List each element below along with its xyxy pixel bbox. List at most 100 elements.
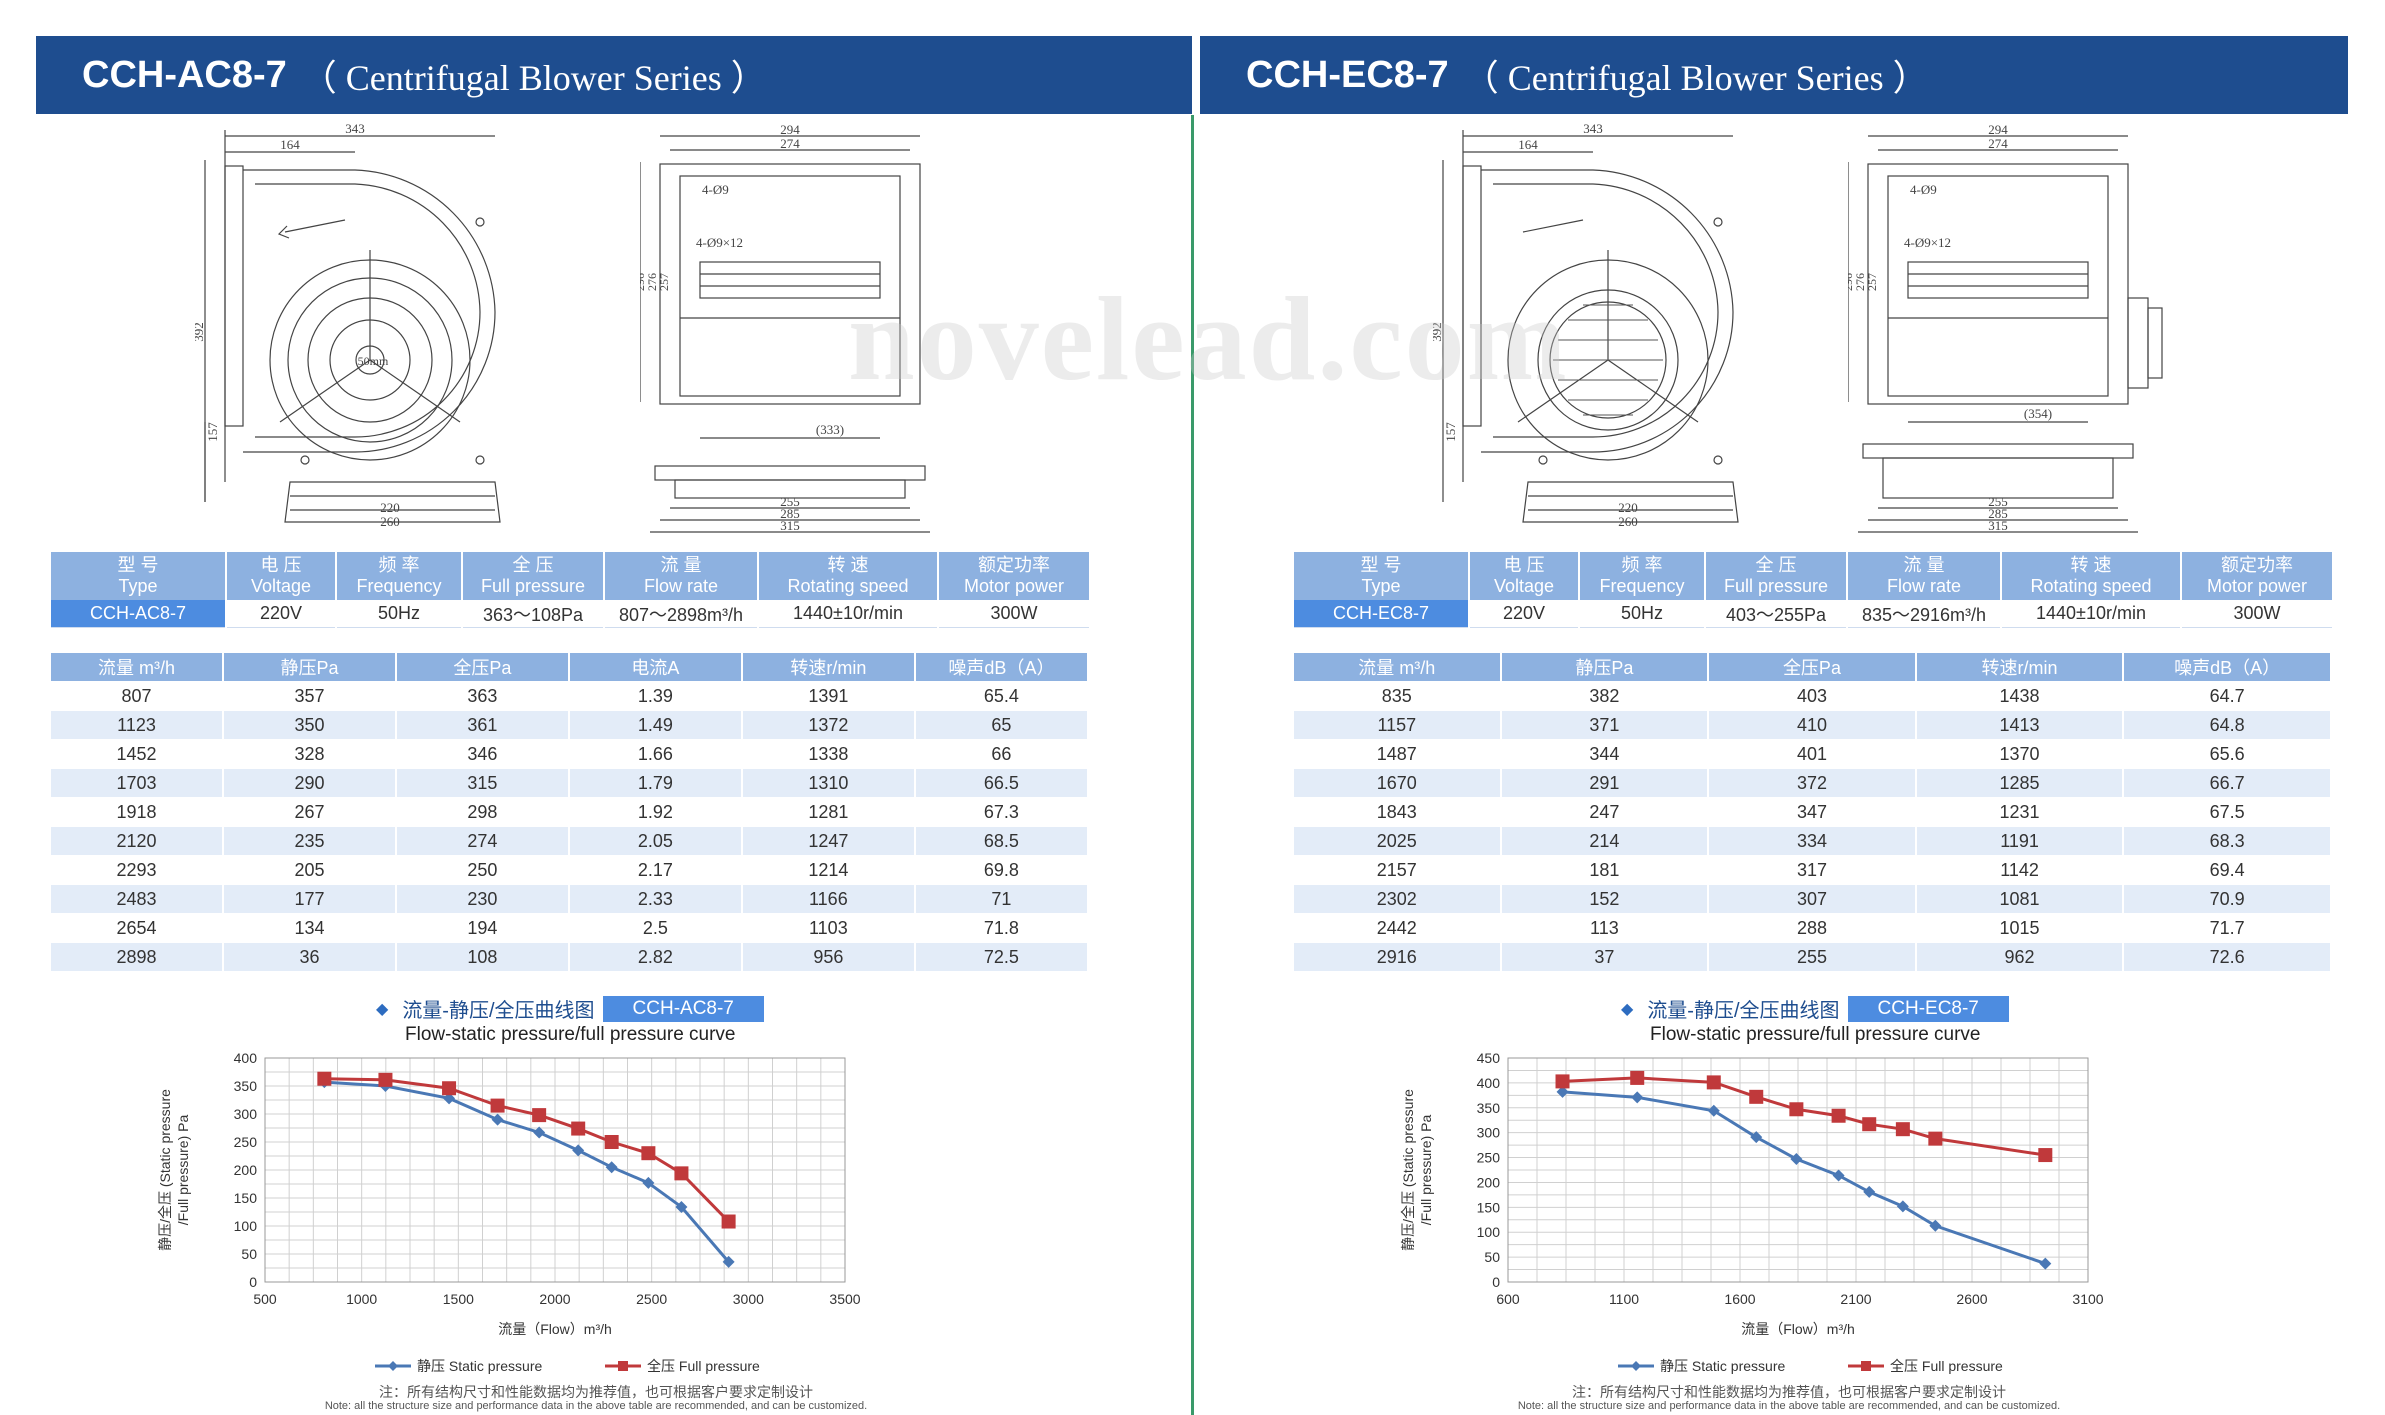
dim-260: 260: [380, 514, 400, 529]
perf-header: 噪声dB（A）: [2124, 653, 2330, 681]
data-point: [1928, 1131, 1943, 1146]
plot-frame: [1507, 1057, 2089, 1283]
table-cell: 2654: [51, 914, 223, 942]
x-tick-label: 1100: [1609, 1291, 1639, 1307]
center-label: 50mm: [358, 354, 389, 368]
x-tick-label: 2100: [1840, 1291, 1871, 1307]
drawing-side-left: 343 164 392 157 220 260 50mm: [191, 121, 535, 542]
table-cell: 1103: [742, 914, 914, 942]
y-tick-label: 50: [241, 1246, 257, 1262]
table-cell: 66.5: [915, 769, 1087, 797]
table-cell: 315: [396, 769, 568, 797]
table-cell: 1214: [742, 856, 914, 884]
table-cell: 1843: [1294, 798, 1500, 826]
chart-left: 500 1000 1500 2000 2500 3000 3500 0 50 100 150 200 2…: [150, 1046, 1010, 1381]
y-tick-label: 450: [1477, 1050, 1501, 1066]
spec-header-frequency: 频 率 Frequency: [1580, 552, 1704, 600]
table-cell: 346: [396, 740, 568, 768]
table-cell: 1703: [51, 769, 223, 797]
data-point: [490, 1098, 505, 1113]
table-cell: 807: [51, 682, 223, 710]
y-tick-label: 350: [1477, 1100, 1501, 1116]
perf-table-left: 流量 m³/h 静压Pa 全压Pa 电流A 转速r/min 噪声dB（A） 80…: [49, 652, 1089, 972]
panel-right: 343 164 392 157 220 260: [1193, 0, 2385, 1415]
blower-front-view-ec: 294 274 4-Ø9 4-Ø9×12 296 276 257 (354) 2…: [1841, 122, 2163, 533]
table-cell: 2916: [1294, 943, 1500, 971]
x-tick-label: 3000: [733, 1291, 764, 1307]
perf-header: 全压Pa: [1709, 653, 1915, 681]
header-model-left: CCH-AC8-7: [82, 53, 287, 96]
table-cell: 65.4: [915, 682, 1087, 710]
table-cell: 69.4: [2124, 856, 2330, 884]
spec-table-left: 型 号 Type 电 压 Voltage 频 率 Frequency 全 压 Full …: [49, 552, 1091, 628]
dim-220: 220: [1618, 500, 1638, 515]
table-cell: 382: [1501, 682, 1708, 710]
table-row: 2483 177 230 2.33 1166 71: [51, 885, 1087, 913]
table-cell: 64.8: [2124, 711, 2330, 739]
spec-table-right: 型 号 Type 电 压 Voltage 频 率 Frequency 全 压 Full …: [1292, 552, 2334, 628]
dim-354: (354): [2024, 406, 2052, 421]
dim-255: 255: [1988, 494, 2008, 509]
note-cn-right: 注：所有结构尺寸和性能数据均为推荐值，也可根据客户要求定制设计: [1572, 1384, 2006, 1400]
y-tick-label: 0: [249, 1274, 257, 1290]
table-cell: 2483: [51, 885, 223, 913]
legend-label: 全压 Full pressure: [1890, 1358, 2003, 1374]
y-tick-label: 400: [234, 1050, 258, 1066]
table-cell: 288: [1709, 914, 1915, 942]
spec-header-voltage: 电 压 Voltage: [1470, 552, 1578, 600]
data-point: [2038, 1148, 2053, 1163]
table-row: 2442 113 288 1015 71.7: [1294, 914, 2330, 942]
table-row: 2302 152 307 1081 70.9: [1294, 885, 2330, 913]
dim-333: (333): [816, 422, 844, 437]
legend-label: 静压 Static pressure: [417, 1358, 542, 1374]
drawing-front-left: 294 274 4-Ø9 4-Ø9×12 296 276 257 (333) 2…: [633, 122, 940, 542]
table-cell: 2.05: [569, 827, 741, 855]
note-en-left: Note: all the structure size and perform…: [324, 1400, 868, 1412]
table-cell: 68.5: [915, 827, 1087, 855]
dim-315: 315: [1988, 518, 2008, 533]
dim-276: 276: [1853, 273, 1867, 291]
table-cell: 65: [915, 711, 1087, 739]
x-axis-label: 流量（Flow）m³/h: [498, 1321, 612, 1337]
data-point: [571, 1121, 586, 1136]
table-cell: 72.5: [915, 943, 1087, 971]
table-cell: 255: [1709, 943, 1915, 971]
table-cell: 1281: [742, 798, 914, 826]
table-row: 1843 247 347 1231 67.5: [1294, 798, 2330, 826]
y-tick-label: 250: [1477, 1150, 1501, 1166]
y-axis-label: 静压/全压 (Static pressure: [157, 1089, 173, 1251]
data-point: [1862, 1117, 1877, 1132]
table-row: 2157 181 317 1142 69.4: [1294, 856, 2330, 884]
x-tick-label: 3500: [829, 1291, 860, 1307]
table-cell: 2.82: [569, 943, 741, 971]
spec-header-full-pressure: 全 压 Full pressure: [463, 552, 603, 600]
data-point: [1555, 1074, 1570, 1089]
chart-right: 600 1100 1600 2100 2600 3100 0 50 100 150 200 250 30…: [1393, 1046, 2253, 1381]
data-point: [442, 1081, 457, 1096]
table-cell: 274: [396, 827, 568, 855]
data-point: [675, 1200, 688, 1213]
spec-type: CCH-AC8-7: [51, 600, 225, 628]
table-cell: 68.3: [2124, 827, 2330, 855]
data-point: [443, 1092, 456, 1105]
dim-257: 257: [1865, 273, 1879, 291]
data-point: [378, 1072, 393, 1087]
panel-divider: [1191, 115, 1194, 1415]
spec-full-pressure: 363～108Pa: [463, 600, 603, 628]
table-cell: 1.92: [569, 798, 741, 826]
table-row: 1452 328 346 1.66 1338 66: [51, 740, 1087, 768]
data-point: [1749, 1089, 1764, 1104]
table-cell: 1231: [1916, 798, 2123, 826]
series-line: [324, 1080, 730, 1263]
spec-header-frequency: 频 率 Frequency: [337, 552, 461, 600]
data-point: [572, 1144, 585, 1157]
data-point: [1896, 1200, 1909, 1213]
table-cell: 1.39: [569, 682, 741, 710]
dim-260: 260: [1618, 514, 1638, 529]
table-cell: 347: [1709, 798, 1915, 826]
table-row: 2025 214 334 1191 68.3: [1294, 827, 2330, 855]
table-cell: 350: [224, 711, 395, 739]
dim-276: 276: [645, 273, 659, 291]
data-point: [532, 1108, 547, 1123]
perf-header: 噪声dB（A）: [915, 653, 1087, 681]
